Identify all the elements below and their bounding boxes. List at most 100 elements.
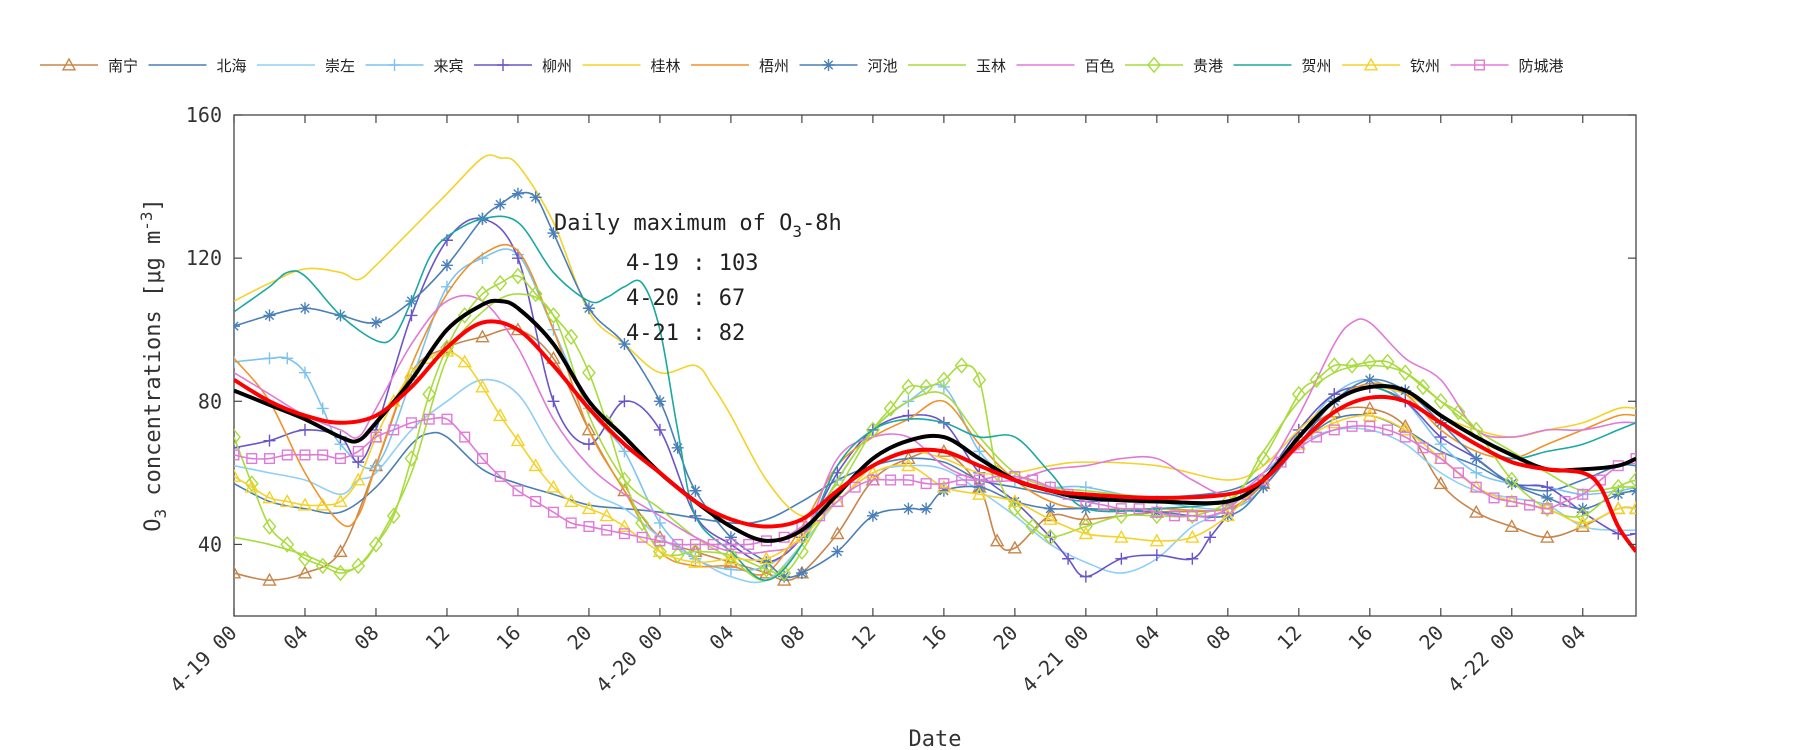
data-point <box>263 453 275 465</box>
legend-item-钦州: 钦州 <box>1342 57 1440 75</box>
x-tick-label: 16 <box>491 621 525 655</box>
y-tick-label: 160 <box>186 103 222 127</box>
data-point <box>475 329 490 343</box>
data-point <box>618 445 631 458</box>
data-point <box>1506 495 1518 507</box>
x-tick-label: 20 <box>562 621 596 655</box>
data-point <box>1416 378 1430 396</box>
data-point <box>1628 501 1636 515</box>
data-point <box>1327 357 1342 374</box>
data-point <box>1433 476 1448 490</box>
data-point <box>582 364 596 381</box>
data-point <box>1204 531 1217 544</box>
legend-item-防城港: 防城港 <box>1450 57 1564 75</box>
data-point <box>299 449 311 461</box>
data-point <box>297 565 313 579</box>
data-point <box>795 567 808 580</box>
data-point <box>581 501 597 515</box>
data-point <box>315 557 330 575</box>
x-tick-label: 04 <box>704 621 738 655</box>
data-point <box>1504 471 1519 489</box>
series-百色 <box>234 294 1636 555</box>
data-point <box>369 316 382 329</box>
series-梧州 <box>234 243 1636 576</box>
series-贺州 <box>234 215 1636 582</box>
data-point <box>759 561 774 578</box>
data-point <box>333 494 348 507</box>
data-point <box>618 338 631 351</box>
series-red-line <box>234 319 1636 553</box>
data-point <box>351 472 366 486</box>
data-point <box>1630 527 1636 540</box>
y-axis: 40 80 120 160 <box>186 103 1636 556</box>
data-point <box>653 516 666 529</box>
data-point <box>281 352 294 365</box>
data-point <box>723 551 739 565</box>
data-point <box>530 495 542 507</box>
data-point <box>1043 508 1058 522</box>
data-point <box>1364 420 1376 432</box>
data-point <box>369 536 383 553</box>
x-tick-label: 12 <box>846 621 880 655</box>
data-point <box>547 395 560 408</box>
data-point <box>936 371 951 389</box>
data-point <box>688 554 703 568</box>
data-point <box>1186 552 1199 565</box>
data-point <box>352 445 364 457</box>
data-point <box>1220 508 1236 522</box>
data-point <box>386 507 401 525</box>
data-point <box>831 545 844 558</box>
series-line <box>234 243 1636 576</box>
series-崇左 <box>234 378 1636 584</box>
data-point <box>1541 491 1554 504</box>
x-tick-label: 4-21 00 <box>1017 621 1094 698</box>
data-point <box>244 475 259 492</box>
data-point <box>422 385 437 403</box>
data-point <box>1524 499 1536 511</box>
data-point <box>1115 552 1128 565</box>
data-point <box>494 470 506 482</box>
legend-label: 来宾 <box>434 57 464 75</box>
data-point <box>919 378 934 396</box>
data-point <box>936 479 952 493</box>
data-point <box>937 484 950 497</box>
data-point <box>1062 552 1075 565</box>
x-tick-label: 04 <box>279 621 313 655</box>
data-point <box>920 502 933 515</box>
data-point <box>1382 424 1394 436</box>
data-point <box>405 309 418 322</box>
series-line <box>234 294 1636 555</box>
data-point <box>972 371 987 389</box>
data-point <box>954 357 969 374</box>
data-point <box>1257 481 1270 494</box>
data-point <box>511 187 524 200</box>
legend-label: 贵港 <box>1193 57 1223 75</box>
x-tick-label: 20 <box>1414 621 1448 655</box>
data-point <box>901 458 916 472</box>
data-point <box>528 458 543 472</box>
data-point <box>333 564 348 582</box>
data-point <box>459 431 471 443</box>
data-point <box>370 431 382 443</box>
data-point <box>617 471 632 489</box>
data-point <box>1291 385 1306 403</box>
data-point <box>582 302 595 315</box>
annotation-title: Daily maximum of O3-8h <box>554 211 842 241</box>
data-point <box>298 423 311 436</box>
data-point <box>475 285 490 303</box>
data-point <box>263 434 276 447</box>
data-point <box>246 453 258 465</box>
data-point <box>494 198 507 211</box>
data-point <box>298 550 312 568</box>
data-point <box>652 544 668 558</box>
x-tick-label: 4-22 00 <box>1443 621 1520 698</box>
series-防城港 <box>234 413 1636 550</box>
data-point <box>1435 453 1447 465</box>
data-point <box>794 529 810 543</box>
data-point <box>1222 503 1234 515</box>
data-point <box>1398 364 1413 381</box>
data-point <box>298 366 311 379</box>
data-point <box>973 474 985 486</box>
data-point <box>1149 533 1165 547</box>
data-point <box>234 468 242 482</box>
